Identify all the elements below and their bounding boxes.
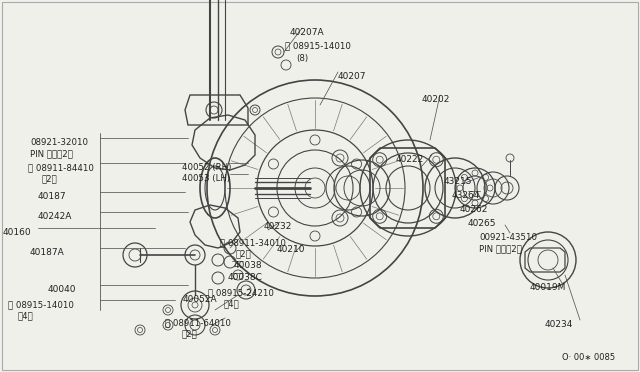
Text: 40232: 40232 bbox=[264, 222, 292, 231]
Text: (8): (8) bbox=[296, 54, 308, 63]
Text: PIN ピン（2）: PIN ピン（2） bbox=[30, 149, 73, 158]
Text: 08921-32010: 08921-32010 bbox=[30, 138, 88, 147]
Text: ⓝ 08911-34010: ⓝ 08911-34010 bbox=[220, 238, 286, 247]
Text: （2）: （2） bbox=[42, 174, 58, 183]
Text: 40242A: 40242A bbox=[38, 212, 72, 221]
Text: ⓝ 08911-64010: ⓝ 08911-64010 bbox=[165, 318, 231, 327]
Text: 00921-43510: 00921-43510 bbox=[479, 233, 537, 242]
Text: 40160: 40160 bbox=[3, 228, 31, 237]
Text: PIN ピン（2）: PIN ピン（2） bbox=[479, 244, 522, 253]
Text: ⓘ 08915-24210: ⓘ 08915-24210 bbox=[208, 288, 274, 297]
Text: 40207: 40207 bbox=[338, 72, 367, 81]
Text: 40053 (LH): 40053 (LH) bbox=[182, 174, 230, 183]
Text: 40222: 40222 bbox=[396, 155, 424, 164]
Text: 40040: 40040 bbox=[48, 285, 77, 294]
Text: 40262: 40262 bbox=[460, 205, 488, 214]
Text: Ο· 00∗ 0085: Ο· 00∗ 0085 bbox=[562, 353, 615, 362]
Text: 40019M: 40019M bbox=[530, 283, 566, 292]
Text: ⓘ 08915-14010: ⓘ 08915-14010 bbox=[8, 300, 74, 309]
Text: 40210: 40210 bbox=[277, 245, 305, 254]
Text: 40187A: 40187A bbox=[30, 248, 65, 257]
Text: 40052A: 40052A bbox=[183, 295, 218, 304]
Text: 40187: 40187 bbox=[38, 192, 67, 201]
Text: （4）: （4） bbox=[224, 299, 240, 308]
Text: 43264: 43264 bbox=[452, 191, 481, 200]
Text: 40038: 40038 bbox=[234, 261, 262, 270]
Text: 40052 (RH): 40052 (RH) bbox=[182, 163, 232, 172]
Text: 40038C: 40038C bbox=[228, 273, 263, 282]
Text: 40207A: 40207A bbox=[290, 28, 324, 37]
Text: 43215: 43215 bbox=[444, 177, 472, 186]
Text: （2）: （2） bbox=[182, 329, 198, 338]
Text: （4）: （4） bbox=[18, 311, 34, 320]
Text: 40234: 40234 bbox=[545, 320, 573, 329]
Text: 40202: 40202 bbox=[422, 95, 451, 104]
Text: 40265: 40265 bbox=[468, 219, 497, 228]
Text: （2）: （2） bbox=[236, 249, 252, 258]
Text: ⓝ 08911-84410: ⓝ 08911-84410 bbox=[28, 163, 94, 172]
Text: ⓘ 08915-14010: ⓘ 08915-14010 bbox=[285, 41, 351, 50]
